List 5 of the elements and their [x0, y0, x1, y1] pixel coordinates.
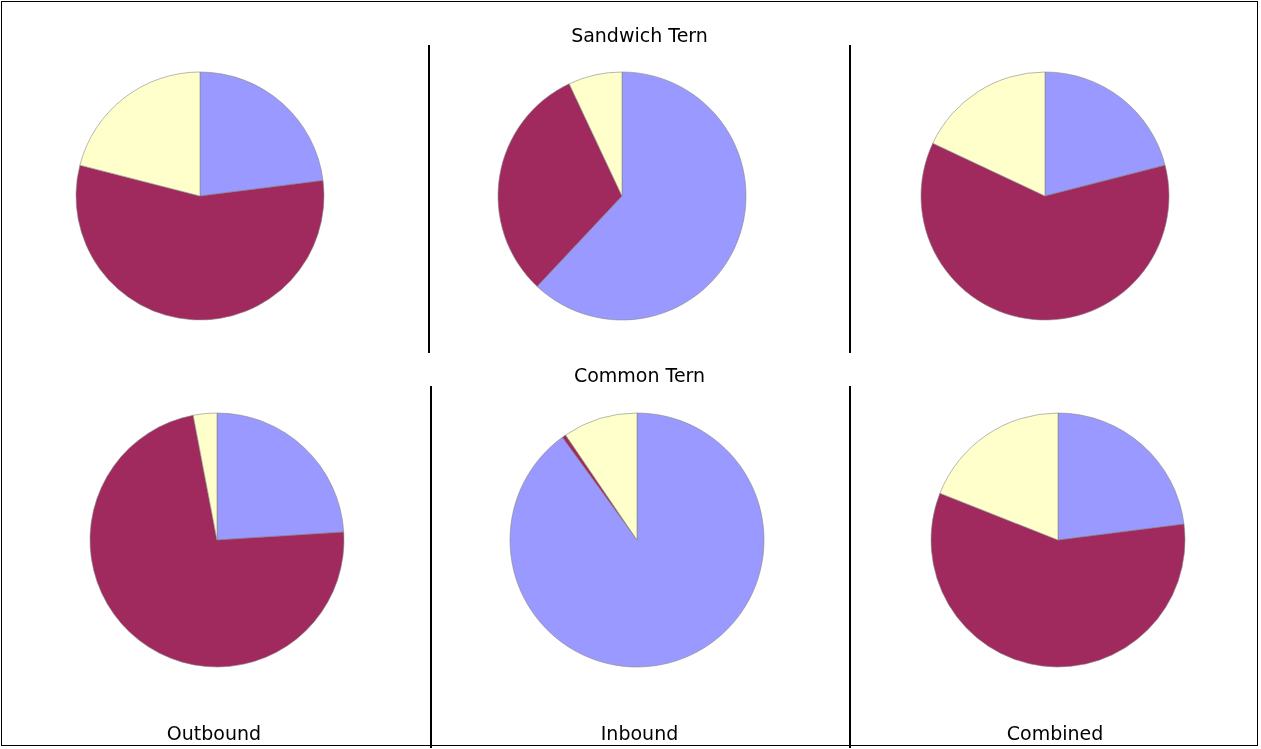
text: Combined [1006, 721, 1104, 744]
text: Outbound [166, 721, 262, 744]
text: Inbound [600, 721, 679, 744]
chart-title: Sandwich Tern [571, 23, 708, 46]
chart-title: Common Tern [573, 363, 706, 386]
